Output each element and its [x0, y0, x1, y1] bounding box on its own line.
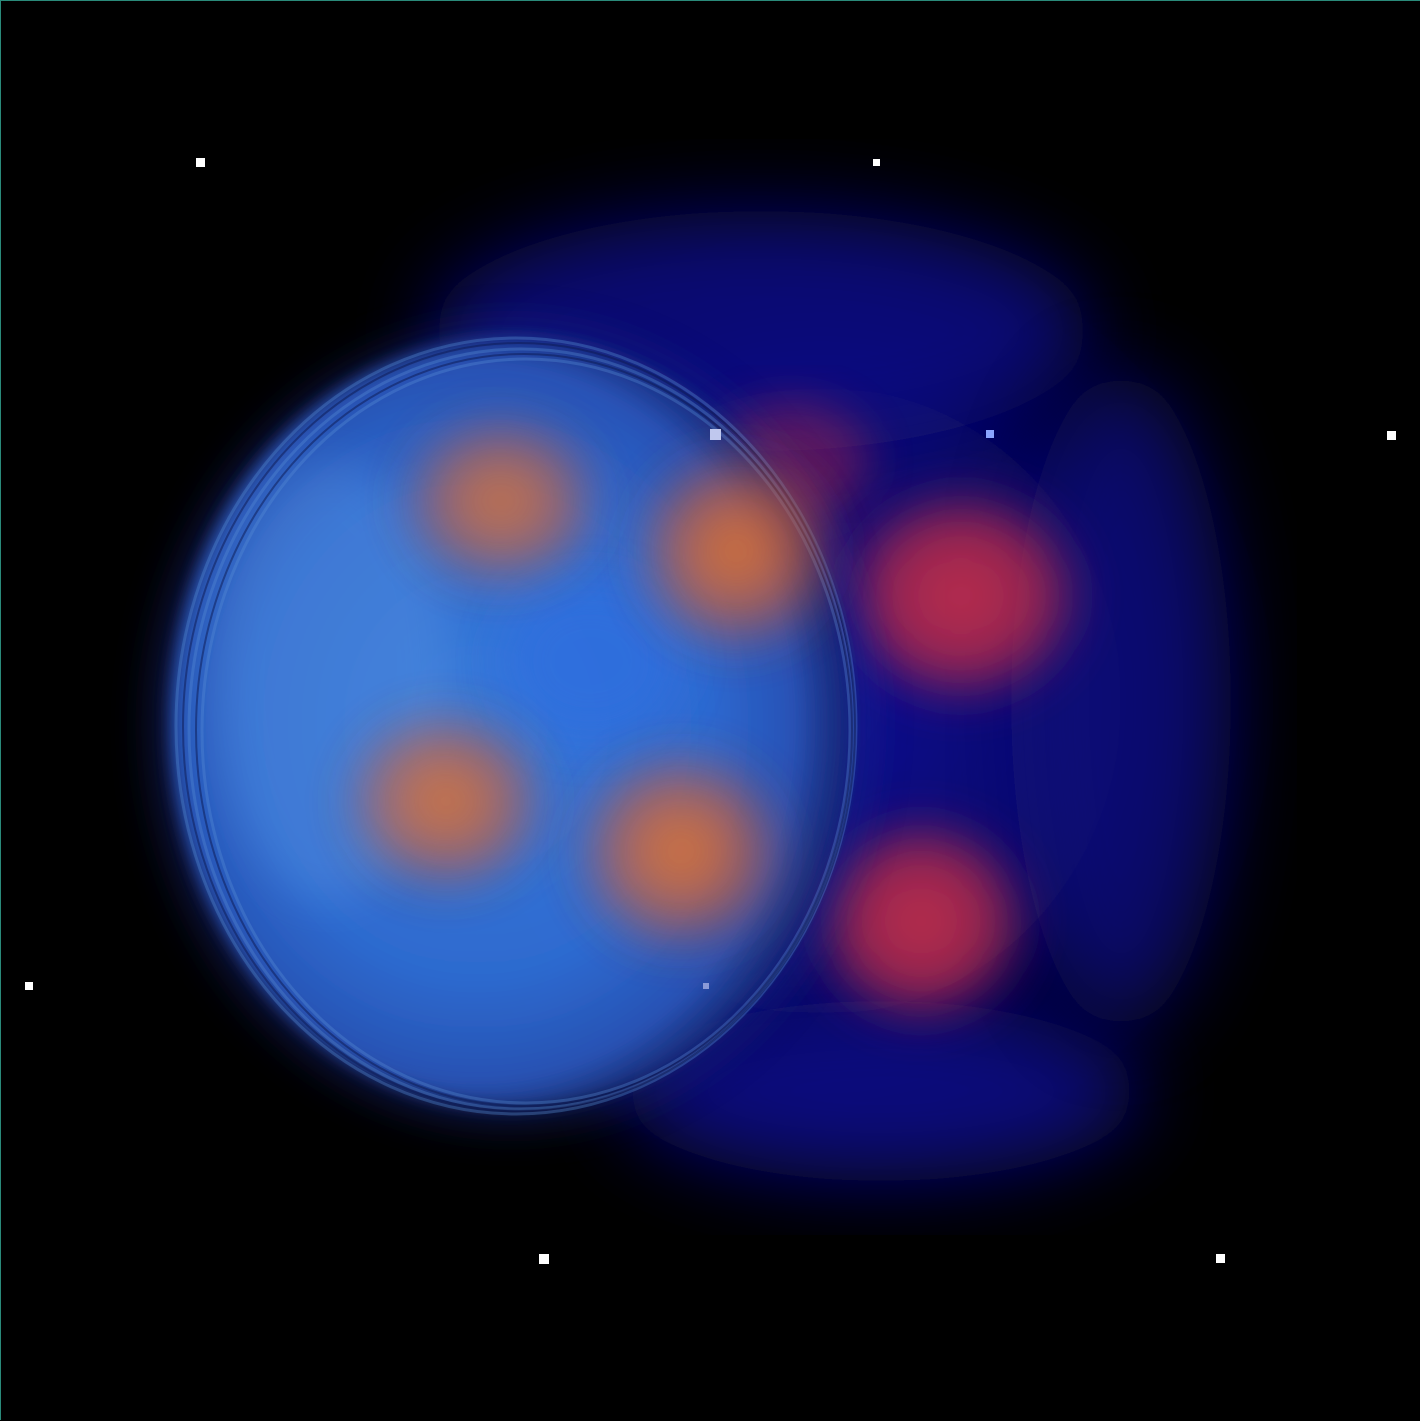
bbox-corner-marker: [196, 158, 205, 167]
bbox-corner-marker: [539, 1254, 549, 1264]
bbox-corner-marker: [710, 429, 721, 440]
bbox-corner-marker: [1387, 431, 1396, 440]
bbox-corner-marker: [986, 430, 994, 438]
bbox-corner-marker: [873, 159, 880, 166]
bbox-corner-marker: [25, 982, 33, 990]
bbox-corner-marker: [703, 983, 709, 989]
bbox-corner-marker: [1216, 1254, 1225, 1263]
orange-lobes: [336, 406, 846, 961]
